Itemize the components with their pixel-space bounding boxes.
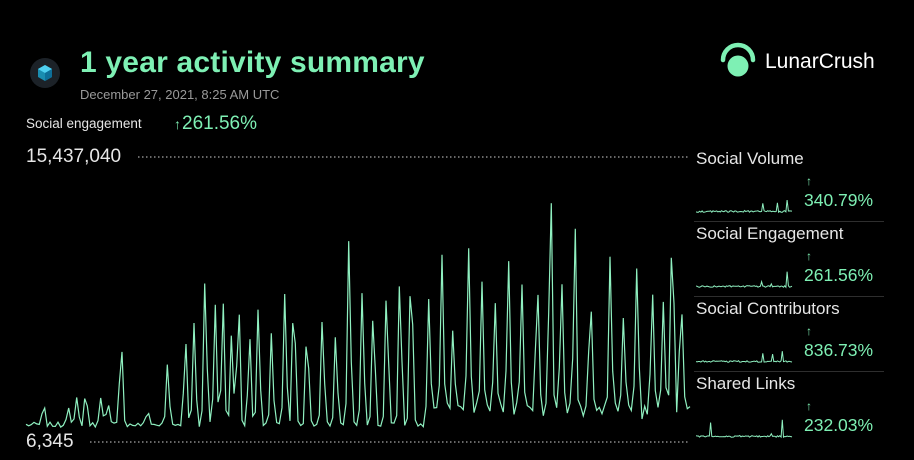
panel-change: 232.03%	[804, 415, 874, 435]
engagement-series-line	[25, 203, 691, 429]
brand-name: LunarCrush	[765, 50, 875, 73]
metric-change: ↑261.56%	[174, 113, 257, 135]
panel-social-engagement: Social Engagement ↑ 261.56%	[694, 224, 884, 297]
mini-chart	[696, 351, 793, 363]
panel-title: Shared Links	[696, 374, 796, 393]
panel-social-volume: Social Volume ↑ 340.79%	[694, 149, 884, 222]
mini-series-line	[696, 419, 793, 439]
y-max-label: 15,437,040	[26, 146, 122, 167]
cube-token-icon	[30, 58, 60, 88]
panel-change: 836.73%	[804, 340, 874, 360]
mini-series-line	[696, 199, 793, 214]
mini-series-line	[696, 351, 793, 363]
panel-title: Social Contributors	[696, 299, 840, 318]
mini-series-line	[696, 271, 793, 289]
page-title: 1 year activity summary	[80, 46, 425, 79]
panel-social-contributors: Social Contributors ↑ 836.73%	[694, 299, 884, 372]
panel-title: Social Volume	[696, 149, 804, 168]
up-arrow-icon: ↑	[174, 116, 181, 132]
up-arrow-icon: ↑	[806, 174, 812, 188]
mini-chart	[696, 419, 793, 439]
up-arrow-icon: ↑	[806, 249, 812, 263]
y-min-label: 6,345	[26, 431, 74, 452]
panel-title: Social Engagement	[696, 224, 844, 243]
panel-change: 340.79%	[804, 190, 874, 210]
up-arrow-icon: ↑	[806, 399, 812, 413]
panel-change: 261.56%	[804, 265, 874, 285]
panel-shared-links: Shared Links ↑ 232.03%	[694, 374, 884, 446]
mini-chart	[696, 199, 793, 214]
mini-chart	[696, 271, 793, 289]
metric-label: Social engagement	[26, 116, 142, 131]
up-arrow-icon: ↑	[806, 324, 812, 338]
metric-change-value: 261.56%	[182, 113, 258, 134]
timestamp: December 27, 2021, 8:25 AM UTC	[80, 87, 280, 102]
lunarcrush-logo-icon	[720, 42, 756, 77]
